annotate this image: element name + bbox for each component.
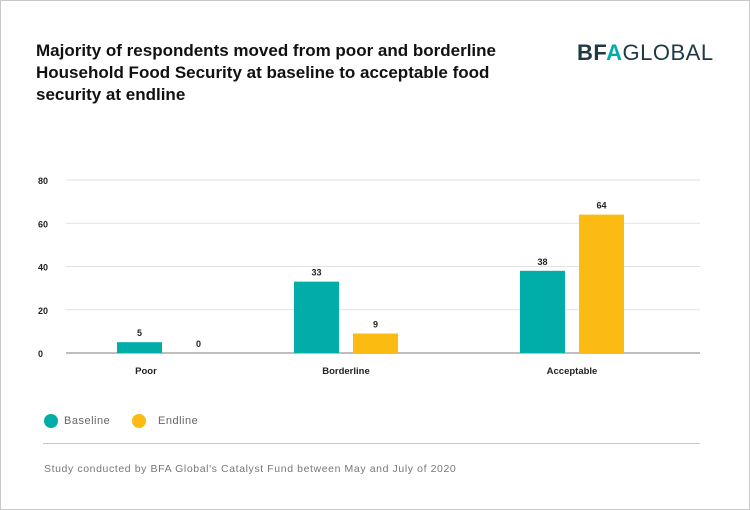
x-tick-label: Borderline <box>322 366 370 377</box>
legend-label-endline: Endline <box>158 415 199 427</box>
y-tick-label: 20 <box>38 306 48 316</box>
bar-chart: 0 20 40 60 80 5 0 Poor 33 9 Borderline 38 64 Acceptab… <box>38 176 700 377</box>
bar-baseline-borderline <box>294 281 339 353</box>
bfa-global-logo: BFAGLOBAL <box>577 40 714 65</box>
x-tick-label: Poor <box>135 366 157 377</box>
y-tick-label: 40 <box>38 263 48 273</box>
y-tick-label: 60 <box>38 219 48 229</box>
data-label: 64 <box>596 201 606 211</box>
legend-label-baseline: Baseline <box>64 415 111 427</box>
data-label: 38 <box>537 257 547 267</box>
x-tick-label: Acceptable <box>547 366 598 377</box>
bar-baseline-acceptable <box>520 270 565 353</box>
legend-item-baseline: Baseline <box>44 414 110 428</box>
y-tick-label: 0 <box>38 349 43 359</box>
footer-divider <box>43 443 700 444</box>
data-label: 33 <box>311 268 321 278</box>
legend-swatch-baseline <box>44 414 58 428</box>
chart-title: Majority of respondents moved from poor … <box>36 41 496 104</box>
y-tick-label: 80 <box>38 176 48 186</box>
footnote: Study conducted by BFA Global's Catalyst… <box>44 463 457 475</box>
legend-swatch-endline <box>132 414 146 428</box>
bar-baseline-poor <box>117 342 162 353</box>
bar-endline-acceptable <box>579 214 624 353</box>
data-label: 0 <box>196 339 201 349</box>
bar-endline-borderline <box>353 333 398 353</box>
data-label: 9 <box>373 320 378 330</box>
data-label: 5 <box>137 328 142 338</box>
legend-item-endline: Endline <box>132 414 198 428</box>
